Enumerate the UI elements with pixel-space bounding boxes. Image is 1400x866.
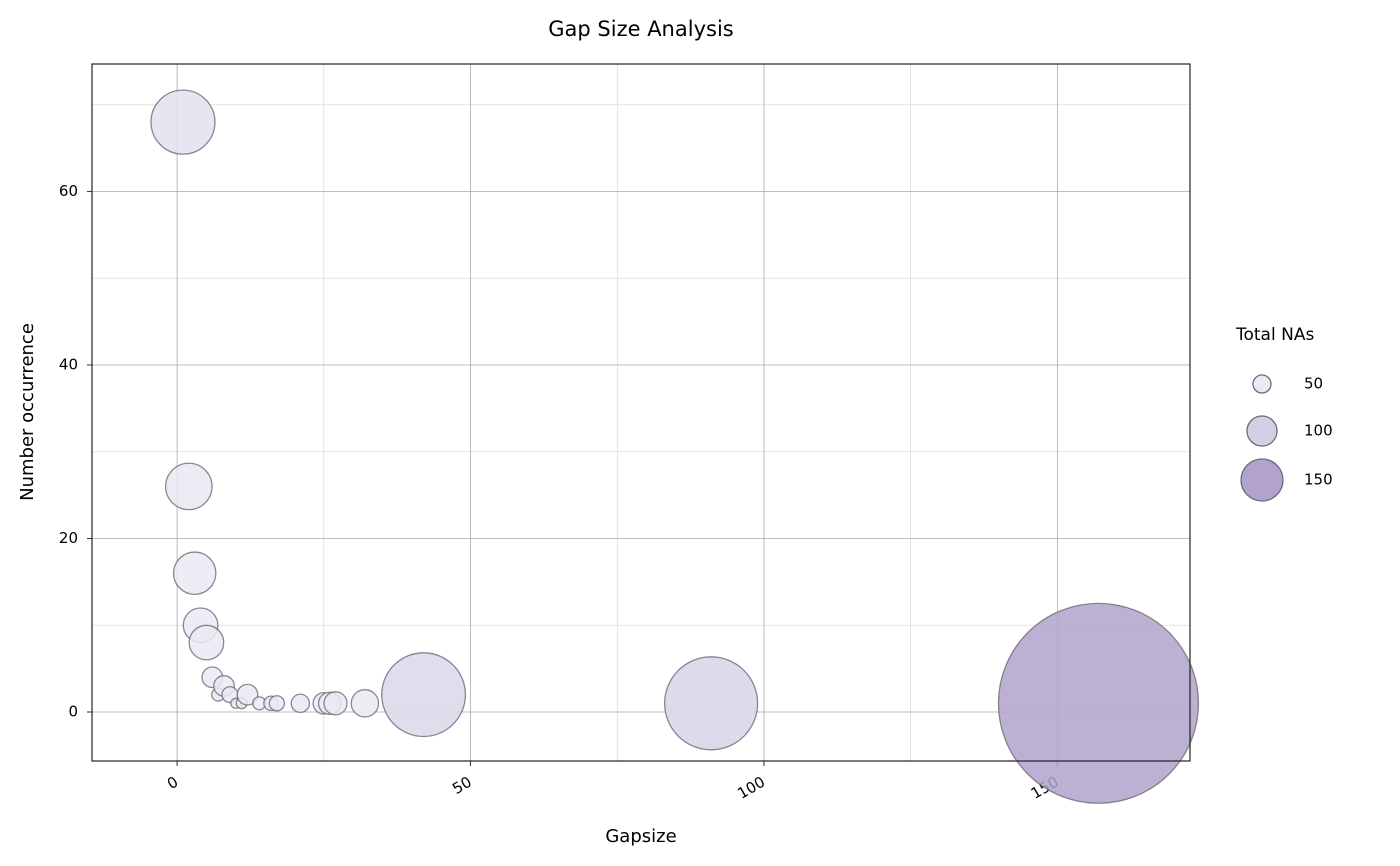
legend-key <box>1246 415 1278 447</box>
legend-label: 150 <box>1304 471 1333 489</box>
legend-key <box>1252 374 1272 394</box>
y-tick-label: 60 <box>59 182 78 200</box>
bubble <box>268 695 286 712</box>
bubble <box>997 602 1200 804</box>
panel-border <box>91 63 1191 762</box>
bubble <box>290 693 311 714</box>
y-tick-label: 40 <box>59 356 78 374</box>
bubble <box>150 89 216 155</box>
chart-title: Gap Size Analysis <box>548 17 733 41</box>
bubble <box>350 689 380 718</box>
y-tick-label: 0 <box>68 702 78 720</box>
x-tick-label: 100 <box>734 773 768 803</box>
bubble <box>236 683 259 706</box>
x-axis-title: Gapsize <box>605 826 676 847</box>
legend-label: 50 <box>1304 375 1323 393</box>
y-axis-title: Number occurrence <box>17 323 38 501</box>
bubble <box>164 462 213 511</box>
legend-label: 100 <box>1304 422 1333 440</box>
legend-key <box>1240 458 1284 502</box>
bubble <box>664 656 759 751</box>
bubble <box>323 691 348 716</box>
x-tick-label: 50 <box>449 773 475 798</box>
bubble <box>172 551 217 595</box>
bubble <box>381 652 467 738</box>
bubble <box>188 624 225 661</box>
y-tick-label: 20 <box>59 529 78 547</box>
x-tick-label: 0 <box>164 773 181 793</box>
legend-title: Total NAs <box>1235 325 1314 345</box>
